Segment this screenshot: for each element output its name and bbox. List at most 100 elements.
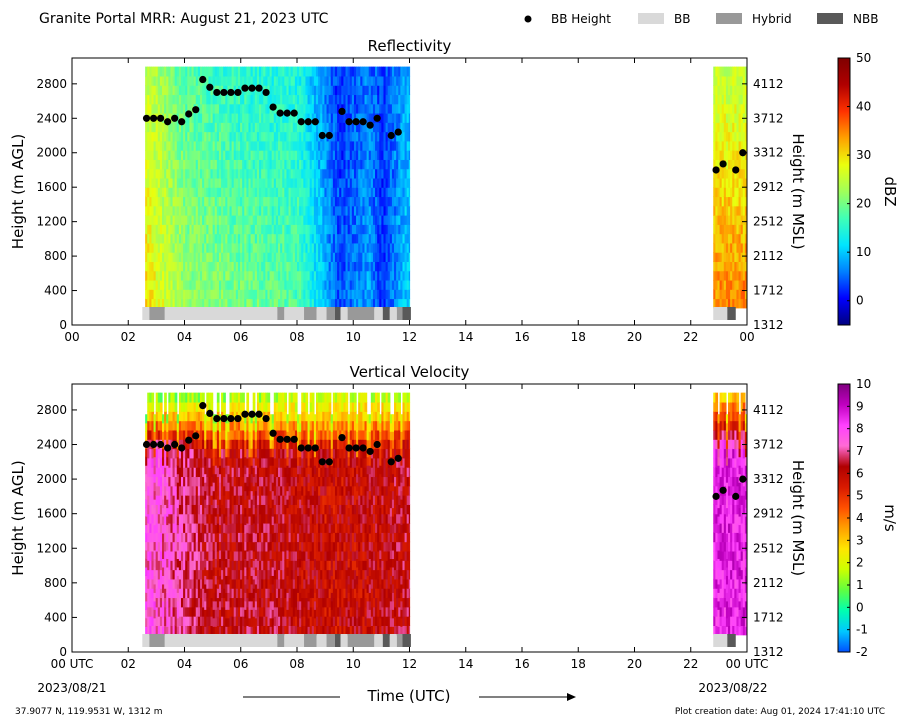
- reflectivity-bb-type-bar: [142, 307, 736, 320]
- bb-height-point: [366, 447, 374, 456]
- bb-height-point: [248, 410, 256, 418]
- bb-type-segment-bb: [142, 307, 150, 320]
- bb-height-point: [304, 444, 312, 452]
- legend-label-nbb: NBB: [853, 12, 878, 26]
- x-tick-label: 16: [514, 657, 529, 671]
- x-tick-label: 00: [64, 330, 79, 344]
- colorbar-tick-label: -1: [856, 623, 868, 637]
- bb-height-point: [199, 402, 207, 410]
- legend-swatch-bb: [638, 13, 664, 24]
- bb-type-segment-bb: [374, 634, 383, 647]
- y-right-tick-label: 2112: [753, 576, 784, 590]
- bb-type-segment-bb: [284, 634, 305, 647]
- y-tick-label: 2800: [36, 77, 67, 91]
- bb-height-point: [311, 444, 319, 452]
- x-tick-label: 00: [739, 330, 754, 344]
- bb-height-point: [304, 118, 312, 126]
- bb-type-segment-bb: [374, 307, 383, 320]
- bb-height-point: [213, 414, 221, 423]
- bb-type-segment-nbb: [402, 634, 411, 647]
- bb-height-point: [156, 440, 165, 449]
- bb-height-point: [206, 409, 214, 417]
- vertical-velocity-bb-type-bar: [142, 634, 736, 647]
- bb-height-point: [185, 110, 193, 118]
- bb-height-point: [171, 114, 179, 122]
- colorbar-tick-label: 50: [856, 51, 871, 65]
- bb-height-point: [290, 109, 298, 117]
- x-tick-label: 02: [121, 330, 136, 344]
- bb-height-point: [732, 492, 740, 500]
- y-right-tick-label: 2912: [753, 180, 784, 194]
- bb-height-point: [262, 88, 270, 97]
- y-tick-label: 2000: [36, 146, 67, 160]
- bb-height-point: [290, 435, 298, 443]
- y-right-tick-label: 4112: [753, 403, 784, 417]
- colorbar-tick-label: 10: [856, 377, 871, 391]
- bb-height-point: [318, 458, 326, 466]
- colorbar-gradient: [837, 57, 851, 326]
- colorbar-tick-label: 30: [856, 148, 871, 162]
- colorbar-tick-label: 20: [856, 197, 871, 211]
- colorbar-tick-label: 10: [856, 245, 871, 259]
- bb-height-point: [220, 88, 228, 97]
- bb-height-point: [719, 160, 727, 168]
- reflectivity-colorbar-label: dBZ: [881, 176, 899, 206]
- y-tick-label: 2800: [36, 403, 67, 417]
- bb-height-point: [345, 118, 353, 126]
- legend-swatch-nbb: [817, 13, 843, 24]
- bb-height-point: [325, 458, 333, 466]
- bb-height-point: [311, 118, 319, 126]
- x-tick-label: 08: [289, 657, 304, 671]
- y-tick-label: 800: [44, 576, 67, 590]
- bb-height-point: [387, 131, 395, 140]
- bb-height-point: [171, 440, 179, 449]
- bb-height-point: [387, 458, 395, 466]
- y-right-tick-label: 1312: [753, 645, 784, 659]
- bb-height-point: [338, 434, 346, 442]
- y-tick-label: 2000: [36, 472, 67, 486]
- colorbar-tick-label: 40: [856, 100, 871, 114]
- y-tick-label: 1200: [36, 215, 67, 229]
- x-tick-label: 06: [233, 330, 248, 344]
- bb-type-segment-hybrid: [149, 307, 165, 320]
- colorbar-tick-label: 3: [856, 533, 864, 547]
- bb-height-point: [325, 131, 333, 140]
- colorbar-tick-label: -2: [856, 645, 868, 659]
- bb-height-point: [283, 435, 291, 443]
- bb-type-segment-nbb: [402, 307, 411, 320]
- bb-type-segment-bb: [713, 634, 728, 647]
- bb-type-segment-bb: [284, 307, 305, 320]
- x-tick-label: 02: [121, 657, 136, 671]
- bb-height-point: [276, 109, 284, 117]
- bb-type-segment-hybrid: [396, 634, 403, 647]
- bb-height-point: [164, 118, 172, 126]
- bb-type-segment-hybrid: [326, 307, 335, 320]
- x-tick-label: 22: [683, 657, 698, 671]
- bb-height-point: [234, 414, 242, 423]
- bb-height-point: [192, 432, 200, 440]
- bb-type-segment-hybrid: [304, 634, 317, 647]
- colorbar-tick-label: 1: [856, 578, 864, 592]
- x-tick-label: 14: [458, 330, 473, 344]
- x-tick-label: 14: [458, 657, 473, 671]
- vertical-velocity-colorbar: -2 -1 0 1 2 3 4 5 6 7 8 9 10 m/s: [837, 377, 899, 659]
- x-tick-label: 22: [683, 330, 698, 344]
- y-right-tick-label: 4112: [753, 77, 784, 91]
- bb-type-segment-hybrid: [277, 307, 285, 320]
- bb-type-segment-nbb: [334, 307, 341, 320]
- x-tick-label: 00 UTC: [51, 657, 94, 671]
- bb-type-segment-hybrid: [326, 634, 335, 647]
- x-tick-label: 20: [627, 657, 642, 671]
- y-right-tick-label: 3312: [753, 472, 784, 486]
- bb-height-point: [255, 84, 263, 92]
- y-right-tick-label: 2112: [753, 249, 784, 263]
- bb-height-point: [156, 114, 165, 122]
- bb-type-segment-bb: [316, 307, 327, 320]
- bb-height-point: [227, 414, 235, 423]
- y-tick-label: 1200: [36, 541, 67, 555]
- bb-height-point: [359, 444, 367, 452]
- colorbar-tick-label: 4: [856, 511, 864, 525]
- bb-height-point: [269, 429, 277, 437]
- bb-height-point: [373, 114, 381, 122]
- y-right-tick-label: 3712: [753, 111, 784, 125]
